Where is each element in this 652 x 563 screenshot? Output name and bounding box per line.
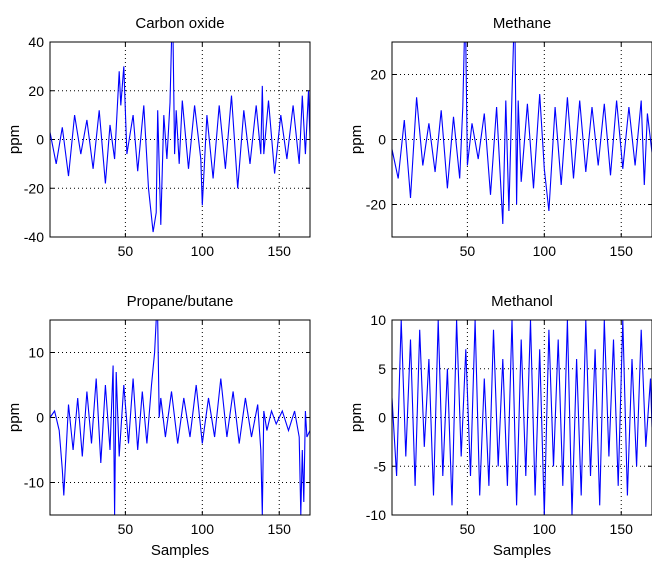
panel-3-ytick-label: 0 [36,410,44,426]
panel-3-ytick-label: 10 [28,345,44,361]
panel-3-series-line [50,320,310,515]
panel-4-xtick-label: 100 [533,521,557,537]
panel-1-ytick-label: 40 [28,34,44,50]
panel-1-xtick-label: 100 [191,243,215,259]
panel-3-xtick-label: 50 [118,521,134,537]
panel-1-ylabel: ppm [6,125,23,154]
panel-3-xlabel: Samples [151,542,209,559]
panel-1-ytick-label: -20 [24,180,44,196]
panel-2-ytick-label: 20 [370,67,386,83]
panel-4-ytick-label: -5 [374,458,387,474]
panel-3-axes-box [49,319,311,516]
panel-1-axes-box [49,41,311,238]
panel-4-xlabel: Samples [493,542,551,559]
panel-4-xtick-label: 50 [460,521,476,537]
panel-2-title: Methane [493,15,551,32]
panel-4-ytick-label: -10 [366,507,386,523]
panel-4-title: Methanol [491,293,553,310]
panel-1-ytick-label: 0 [36,132,44,148]
panel-4-axes-box [391,319,652,516]
panel-4-ylabel: ppm [348,403,365,432]
panel-4-ytick-label: 10 [370,312,386,328]
panel-3-ylabel: ppm [6,403,23,432]
panel-4-ytick-label: 0 [378,410,386,426]
panel-2-series-line [392,42,652,225]
panel-1-title: Carbon oxide [135,15,224,32]
panel-3-title: Propane/butane [127,293,234,310]
panel-4-ytick-label: 5 [378,361,386,377]
panel-1-xtick-label: 150 [268,243,292,259]
panel-4-series-line [392,320,652,515]
panel-2-ytick-label: 0 [378,132,386,148]
panel-2-xtick-label: 50 [460,243,476,259]
panel-3-ytick-label: -10 [24,475,44,491]
panel-1-ytick-label: -40 [24,229,44,245]
panel-2-xtick-label: 150 [610,243,634,259]
panel-1-ytick-label: 20 [28,83,44,99]
panel-2-xtick-label: 100 [533,243,557,259]
panel-2-axes-box [391,41,652,238]
panel-3-xtick-label: 150 [268,521,292,537]
panel-2-ylabel: ppm [348,125,365,154]
panel-1-xtick-label: 50 [118,243,134,259]
panel-2-ytick-label: -20 [366,197,386,213]
panel-4-xtick-label: 150 [610,521,634,537]
panel-1-series-line [50,42,310,233]
panel-3-xtick-label: 100 [191,521,215,537]
